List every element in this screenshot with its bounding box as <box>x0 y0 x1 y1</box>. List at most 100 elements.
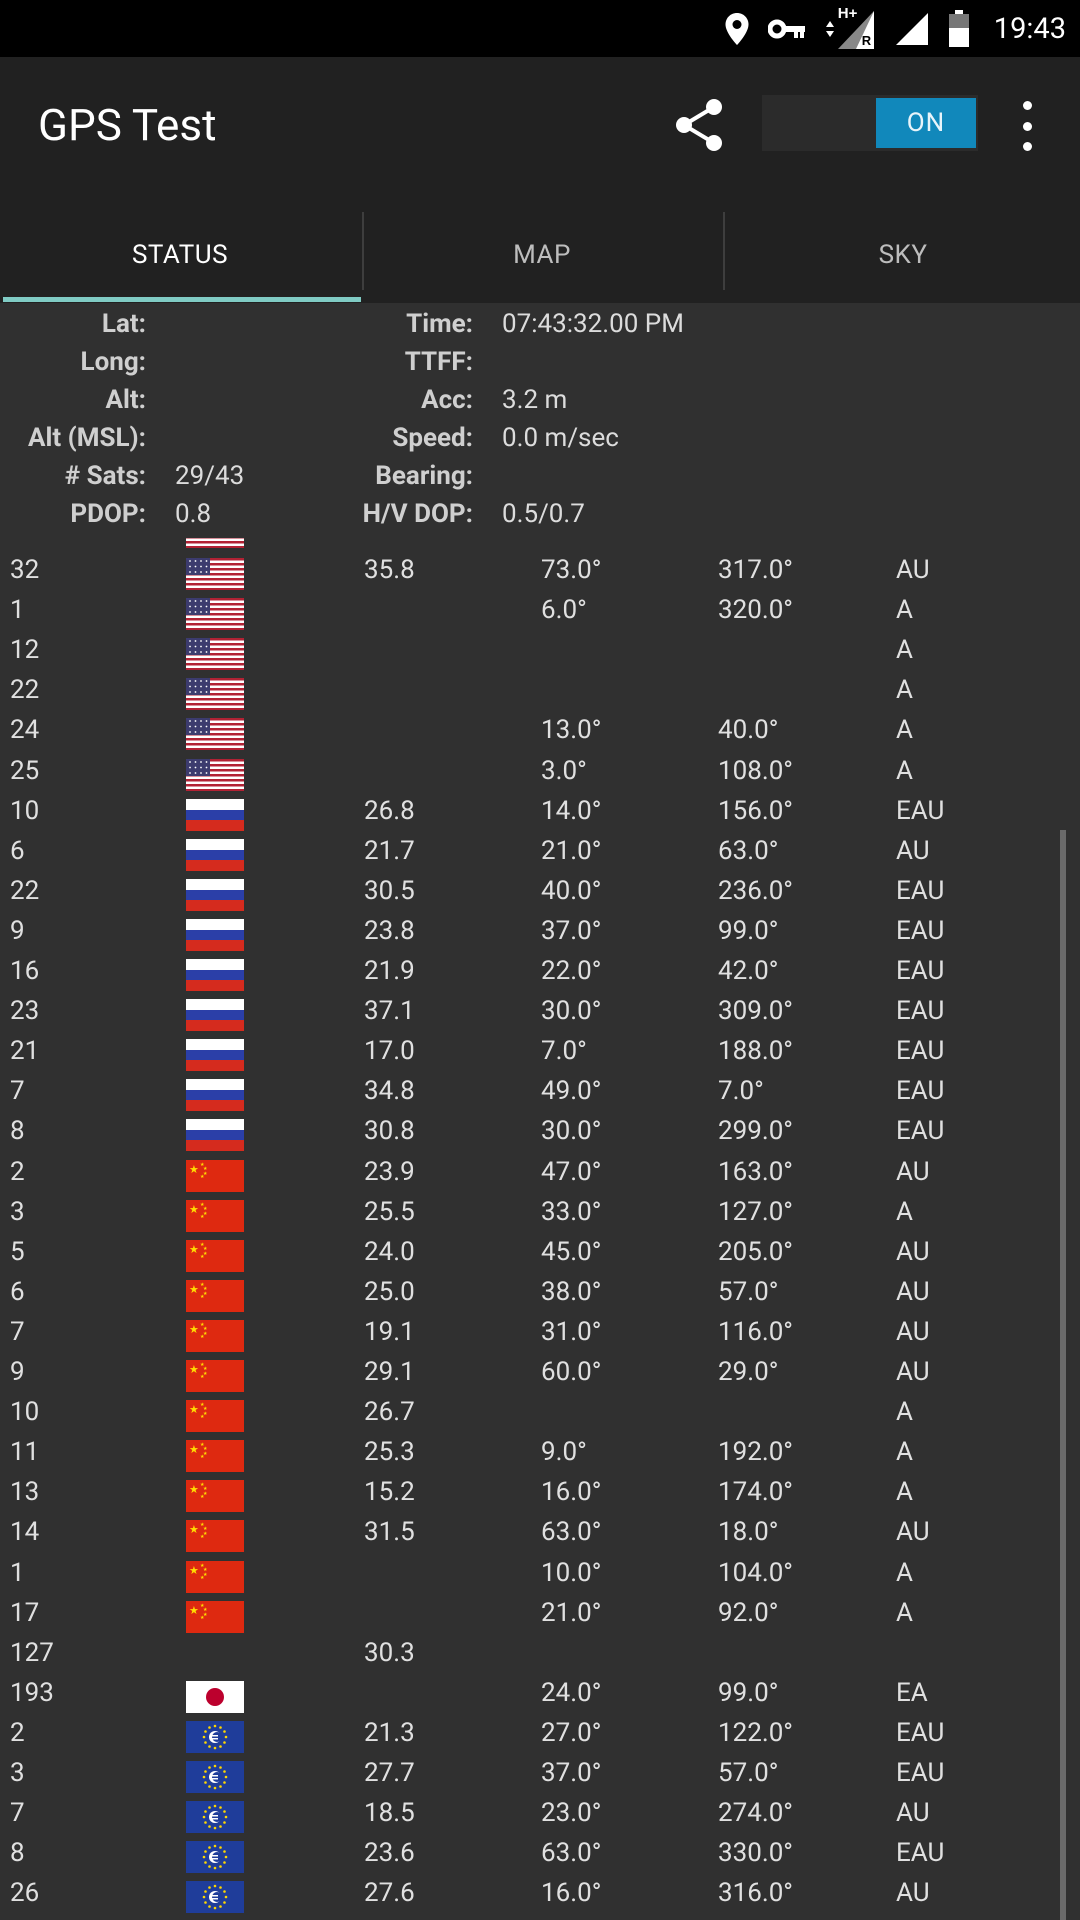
flag-eu-icon <box>186 1801 244 1834</box>
svg-text:★: ★ <box>203 1246 208 1252</box>
scrollbar[interactable] <box>1060 830 1066 1920</box>
satellite-id: 14 <box>10 1517 40 1548</box>
satellite-cn0: 34.8 <box>364 1076 415 1107</box>
satellite-row: 193 24.0° 99.0° EA <box>0 1673 1080 1713</box>
alt-label: Alt: <box>105 385 146 415</box>
svg-text:★: ★ <box>200 1482 205 1488</box>
satellite-cn0: 29.1 <box>364 1357 415 1387</box>
satellite-flags: AU <box>896 1156 930 1187</box>
satellite-row: 14 31.5 63.0° 18.0° AU ★ ★ ★ ★ ★ <box>0 1512 1080 1553</box>
svg-text:★: ★ <box>200 1242 205 1248</box>
satellite-id: 1 <box>10 595 25 626</box>
sats-label: # Sats: <box>64 461 146 491</box>
share-icon[interactable] <box>670 95 730 155</box>
satellite-list[interactable]: 32 35.8 73.0° 317.0° AU 1 6.0° 320.0° A 12 A 22 A 24 1… <box>0 538 1080 1920</box>
satellite-flags: AU <box>896 1798 930 1829</box>
satellite-elevation: 37.0° <box>541 1758 602 1788</box>
satellite-flags: A <box>896 715 913 746</box>
satellite-flags: EAU <box>896 875 945 906</box>
satellite-azimuth: 316.0° <box>718 1878 794 1909</box>
satellite-id: 1 <box>10 1557 25 1588</box>
flag-china-icon: ★ ★ ★ ★ ★ <box>186 1159 244 1192</box>
svg-text:★: ★ <box>200 1575 205 1581</box>
satellite-cn0: 35.8 <box>364 555 415 585</box>
svg-text:★: ★ <box>200 1454 205 1460</box>
svg-text:★: ★ <box>203 1366 208 1372</box>
satellite-elevation: 9.0° <box>541 1437 587 1468</box>
tab-map[interactable]: MAP <box>513 240 571 270</box>
satellite-azimuth: 108.0° <box>718 755 794 786</box>
flag-russia-icon <box>186 878 244 911</box>
flag-china-icon: ★ ★ ★ ★ ★ <box>186 1440 244 1473</box>
satellite-flags: AU <box>896 555 930 585</box>
time-value: 07:43:32.00 PM <box>502 309 684 339</box>
flag-us-icon <box>186 598 244 631</box>
satellite-row: 8 23.6 63.0° 330.0° EAU <box>0 1833 1080 1874</box>
satellite-cn0: 24.0 <box>364 1236 415 1267</box>
satellite-azimuth: 236.0° <box>718 875 794 906</box>
flag-china-icon: ★ ★ ★ ★ ★ <box>186 1199 244 1232</box>
satellite-elevation: 47.0° <box>541 1156 602 1187</box>
svg-text:★: ★ <box>200 1294 205 1300</box>
flag-china-icon: ★ ★ ★ ★ ★ <box>186 1480 244 1513</box>
acc-value: 3.2 m <box>502 385 568 415</box>
satellite-elevation: 63.0° <box>541 1517 602 1548</box>
gps-status-panel: Lat: Long: Alt: Alt (MSL): # Sats: 29/43… <box>0 303 1080 538</box>
satellite-azimuth: 7.0° <box>718 1076 764 1107</box>
overflow-menu-icon[interactable] <box>1012 101 1042 151</box>
gps-toggle[interactable]: ON <box>762 95 978 151</box>
svg-text:★: ★ <box>189 1564 199 1577</box>
satellite-azimuth: 274.0° <box>718 1798 794 1829</box>
satellite-id: 26 <box>10 1878 40 1909</box>
satellite-elevation: 30.0° <box>541 996 602 1027</box>
satellite-azimuth: 116.0° <box>718 1316 794 1347</box>
satellite-cn0: 27.6 <box>364 1878 415 1909</box>
satellite-row: 9 29.1 60.0° 29.0° AU ★ ★ ★ ★ ★ <box>0 1352 1080 1392</box>
satellite-azimuth: 40.0° <box>718 715 779 746</box>
svg-text:★: ★ <box>203 1206 208 1212</box>
flag-us-icon <box>186 678 244 711</box>
svg-text:★: ★ <box>200 1615 205 1621</box>
satellite-flags: A <box>896 1196 913 1227</box>
satellite-id: 22 <box>10 675 40 706</box>
svg-text:★: ★ <box>189 1523 199 1536</box>
flag-russia-icon <box>186 1119 244 1152</box>
tab-status[interactable]: STATUS <box>131 240 229 270</box>
svg-text:★: ★ <box>200 1494 205 1500</box>
acc-label: Acc: <box>421 385 473 415</box>
satellite-id: 16 <box>10 956 40 986</box>
satellite-row: 6 21.7 21.0° 63.0° AU <box>0 831 1080 871</box>
satellite-row: 8 30.8 30.0° 299.0° EAU <box>0 1111 1080 1152</box>
satellite-azimuth: 317.0° <box>718 555 794 585</box>
ttff-label: TTFF: <box>404 347 473 377</box>
svg-text:★: ★ <box>203 1446 208 1452</box>
satellite-cn0: 18.5 <box>364 1798 415 1829</box>
location-icon <box>725 12 749 45</box>
satellite-cn0: 23.8 <box>364 915 415 946</box>
status-bar: H+ R 19:43 <box>0 0 1080 57</box>
tab-sky[interactable]: SKY <box>878 240 928 270</box>
tab-divider <box>723 212 725 290</box>
satellite-row: 7 34.8 49.0° 7.0° EAU <box>0 1071 1080 1112</box>
satellite-row: 22 A <box>0 670 1080 711</box>
svg-text:★: ★ <box>200 1603 205 1609</box>
satellite-elevation: 3.0° <box>541 755 587 786</box>
satellite-row: 22 30.5 40.0° 236.0° EAU <box>0 871 1080 911</box>
battery-icon <box>948 9 969 47</box>
satellite-row: 127 30.3 <box>0 1633 1080 1673</box>
satellite-id: 13 <box>10 1477 40 1508</box>
satellite-flags: AU <box>896 835 930 866</box>
satellite-azimuth: 57.0° <box>718 1276 779 1307</box>
satellite-azimuth: 57.0° <box>718 1758 779 1788</box>
satellite-elevation: 14.0° <box>541 795 602 826</box>
satellite-flags: EAU <box>896 1036 945 1067</box>
satellite-row: 3 27.7 37.0° 57.0° EAU <box>0 1753 1080 1793</box>
satellite-row: 7 18.5 23.0° 274.0° AU <box>0 1793 1080 1834</box>
satellite-id: 12 <box>10 635 40 666</box>
satellite-cn0: 19.1 <box>364 1316 415 1347</box>
satellite-id: 17 <box>10 1597 40 1628</box>
satellite-cn0: 25.0 <box>364 1276 415 1307</box>
satellite-azimuth: 99.0° <box>718 915 779 946</box>
satellite-elevation: 38.0° <box>541 1276 602 1307</box>
svg-text:★: ★ <box>203 1451 208 1457</box>
